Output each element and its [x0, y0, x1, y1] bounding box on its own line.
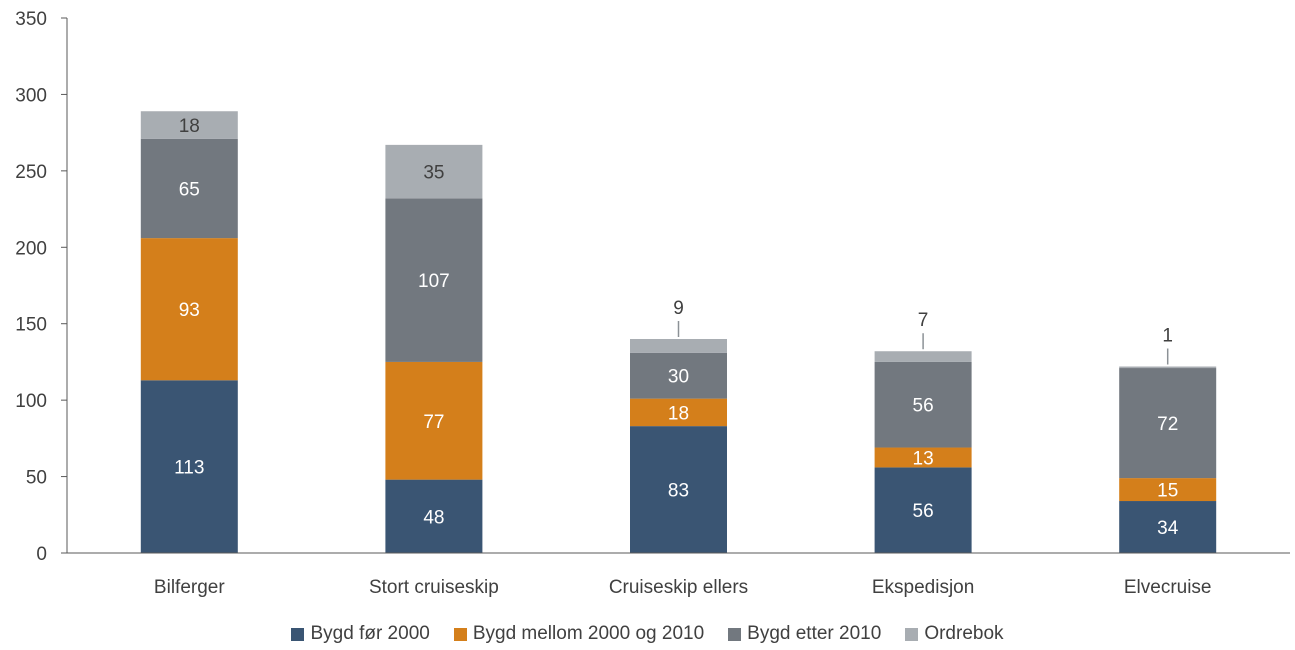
x-tick-label: Bilferger — [154, 577, 225, 598]
y-tick-label: 150 — [15, 315, 47, 336]
y-tick-label: 250 — [15, 162, 47, 183]
data-label: 107 — [418, 271, 450, 292]
data-label: 93 — [179, 300, 200, 321]
data-label: 56 — [913, 501, 934, 522]
bar-segment — [874, 361, 972, 448]
data-label: 18 — [179, 116, 200, 137]
bar-segment — [385, 361, 483, 480]
y-tick-label: 200 — [15, 238, 47, 259]
data-label: 15 — [1157, 481, 1178, 502]
bar-segment — [140, 111, 238, 139]
bar-segment — [385, 198, 483, 362]
data-label: 83 — [668, 481, 689, 502]
data-label: 7 — [918, 310, 929, 331]
data-label: 113 — [174, 458, 204, 479]
data-label: 48 — [423, 507, 444, 528]
legend-swatch — [905, 627, 919, 641]
x-tick-label: Stort cruiseskip — [369, 577, 499, 598]
legend-swatch — [728, 627, 742, 641]
data-label: 30 — [668, 367, 689, 388]
data-label: 35 — [423, 163, 444, 184]
bar-segment — [385, 144, 483, 199]
legend-label: Bygd før 2000 — [310, 623, 430, 644]
bar-segment — [140, 380, 238, 553]
x-tick-label: Cruiseskip ellers — [609, 577, 748, 598]
bar-segment — [630, 398, 727, 427]
legend: Bygd før 2000 Bygd mellom 2000 og 2010 Byg… — [0, 622, 1295, 646]
bar-segment — [874, 467, 972, 553]
data-label: 1 — [1162, 326, 1173, 347]
y-tick-label: 300 — [15, 85, 47, 106]
data-label: 56 — [913, 396, 934, 417]
bar-segment — [630, 426, 727, 553]
bar-segment — [1119, 368, 1217, 479]
bar-segment — [140, 238, 238, 381]
bar-segment — [140, 138, 238, 239]
y-tick-label: 50 — [26, 468, 47, 489]
legend-item: Bygd mellom 2000 og 2010 — [453, 623, 705, 645]
data-label: 9 — [673, 298, 684, 319]
legend-item: Bygd etter 2010 — [728, 623, 881, 645]
y-tick-label: 100 — [15, 391, 47, 412]
data-label: 34 — [1157, 518, 1179, 539]
legend-item: Bygd før 2000 — [291, 623, 430, 645]
legend-swatch — [291, 627, 305, 641]
y-tick-label: 0 — [36, 544, 47, 565]
legend-label: Bygd etter 2010 — [747, 623, 882, 644]
legend-item: Ordrebok — [905, 623, 1004, 645]
x-tick-label: Ekspedisjon — [872, 577, 974, 598]
bar-segment — [630, 352, 727, 399]
bar-segment — [385, 479, 483, 553]
bar-segment — [1119, 478, 1217, 502]
bars: 113 93 65 18 48 77 107 35 83 18 30 9 56 13 56 7 34 15 72 1 — [140, 111, 1217, 553]
bar-segment — [874, 351, 972, 362]
y-tick-label: 350 — [15, 9, 47, 30]
data-label: 13 — [913, 448, 934, 469]
bar-segment — [1119, 501, 1217, 553]
data-label: 72 — [1157, 414, 1178, 435]
legend-swatch — [453, 627, 467, 641]
data-label: 77 — [423, 412, 444, 433]
legend-label: Bygd mellom 2000 og 2010 — [472, 623, 705, 644]
bar-segment — [630, 339, 727, 353]
bar-segment — [1119, 366, 1217, 369]
y-axis: 0 50 100 150 200 250 300 350 — [15, 9, 68, 565]
legend-label: Ordrebok — [924, 623, 1004, 644]
x-axis: Bilferger Stort cruiseskip Cruiseskip elle… — [67, 552, 1290, 598]
x-tick-label: Elvecruise — [1124, 577, 1212, 598]
data-label: 65 — [179, 179, 200, 200]
bar-segment — [874, 447, 972, 468]
data-label: 18 — [668, 403, 689, 424]
